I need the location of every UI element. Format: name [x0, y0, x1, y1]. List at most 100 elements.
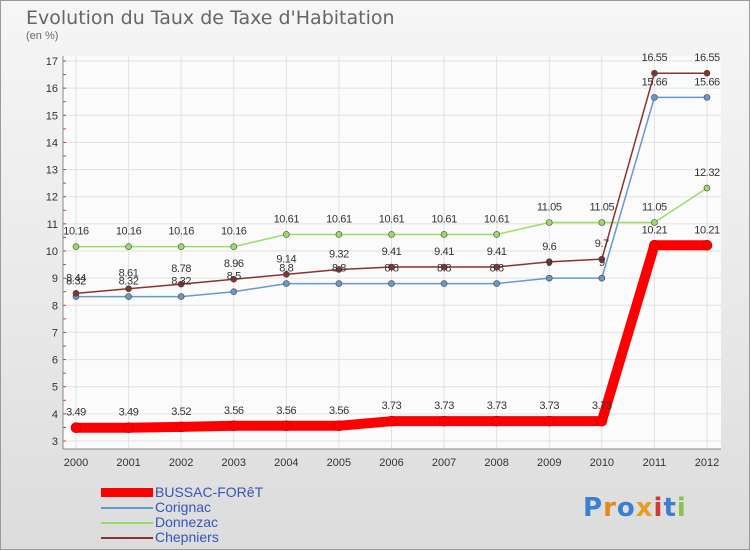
data-point [125, 285, 132, 293]
legend-label: Donnezac [155, 514, 219, 530]
data-label: 3.49 [66, 407, 86, 419]
proxiti-logo: Proxiti [583, 493, 687, 523]
data-point [125, 243, 132, 250]
data-point [649, 240, 660, 251]
data-point [545, 274, 553, 282]
data-point [335, 231, 343, 238]
data-label: 3.56 [329, 405, 349, 417]
data-label: 11.05 [589, 202, 614, 214]
data-label: 10.16 [168, 226, 194, 238]
data-label: 8.8 [490, 263, 504, 275]
data-point [493, 231, 500, 238]
y-tick-label: 7 [52, 327, 58, 339]
data-point [703, 94, 711, 101]
y-tick-label: 9 [52, 273, 58, 285]
data-label: 8.32 [119, 276, 139, 288]
data-label: 9.41 [487, 246, 507, 258]
data-point [283, 231, 290, 238]
data-point [493, 280, 500, 287]
data-point [651, 94, 658, 101]
data-point [230, 288, 238, 296]
data-label: 9.7 [595, 238, 609, 250]
data-label: 10.21 [694, 224, 720, 236]
data-label: 3.49 [119, 407, 139, 419]
x-tick-label: 2004 [274, 457, 298, 469]
logo-letter: r [603, 493, 617, 523]
data-label: 10.16 [221, 226, 247, 238]
x-tick-label: 2012 [695, 457, 719, 469]
data-label: 8.5 [227, 271, 241, 283]
data-label: 9 [546, 257, 552, 269]
data-point [177, 243, 185, 250]
data-label: 3.52 [171, 406, 191, 418]
data-label: 3.56 [224, 405, 244, 417]
data-label: 8.78 [171, 263, 191, 275]
y-tick-label: 10 [46, 246, 58, 258]
chart-title: Evolution du Taux de Taxe d'Habitation [26, 7, 395, 29]
logo-letter: o [616, 493, 636, 523]
data-point [335, 280, 343, 287]
data-point [388, 231, 395, 238]
x-tick-label: 2003 [222, 457, 246, 469]
data-point [440, 231, 448, 238]
logo-letter: i [653, 493, 664, 523]
x-tick-label: 2006 [379, 457, 403, 469]
data-point [230, 243, 238, 250]
data-label: 8.32 [66, 276, 86, 288]
data-label: 15.66 [694, 76, 720, 88]
data-point [70, 422, 82, 434]
y-tick-label: 14 [46, 137, 58, 149]
x-tick-label: 2002 [169, 457, 193, 469]
data-point [440, 280, 448, 287]
data-point [177, 293, 185, 300]
data-label: 3.56 [276, 405, 296, 417]
y-tick-label: 17 [46, 56, 58, 68]
logo-letter: t [663, 493, 677, 523]
x-tick-label: 2001 [116, 457, 140, 469]
data-point [125, 293, 132, 300]
legend-swatch [101, 488, 153, 497]
data-point [230, 275, 238, 283]
data-label: 9.41 [382, 246, 402, 258]
legend-swatch [101, 537, 153, 539]
y-tick-label: 11 [47, 219, 58, 231]
data-point [598, 274, 606, 282]
data-label: 8.44 [66, 272, 86, 284]
data-point [598, 219, 606, 226]
data-point [440, 263, 448, 271]
data-point [388, 263, 395, 271]
data-label: 9.14 [276, 253, 296, 265]
data-label: 9.41 [434, 246, 454, 258]
x-tick-label: 2010 [590, 457, 614, 469]
data-point [123, 422, 134, 434]
data-label: 8.8 [384, 263, 398, 275]
data-label: 8.61 [119, 268, 139, 280]
data-point [545, 258, 553, 266]
x-tick-label: 2011 [643, 457, 667, 469]
data-point [333, 420, 345, 432]
data-label: 12.32 [694, 167, 720, 179]
data-label: 9.6 [542, 241, 556, 253]
data-point [598, 255, 606, 263]
data-point [703, 69, 711, 77]
data-label: 16.55 [694, 52, 720, 64]
data-label: 8.8 [332, 263, 346, 275]
data-label: 10.16 [116, 226, 142, 238]
data-label: 11.05 [642, 202, 667, 214]
data-label: 10.21 [642, 224, 668, 236]
y-tick-label: 5 [52, 382, 58, 394]
data-point [701, 240, 713, 251]
data-label: 3.73 [382, 400, 402, 412]
data-label: 3.73 [434, 400, 454, 412]
x-tick-label: 2007 [432, 457, 456, 469]
data-label: 3.73 [592, 400, 612, 412]
data-point [651, 69, 658, 77]
data-label: 3.73 [487, 400, 507, 412]
data-point [386, 415, 397, 427]
data-point [335, 266, 343, 273]
x-tick-label: 2008 [484, 457, 508, 469]
data-point [283, 280, 290, 287]
logo-letter: x [635, 493, 654, 523]
